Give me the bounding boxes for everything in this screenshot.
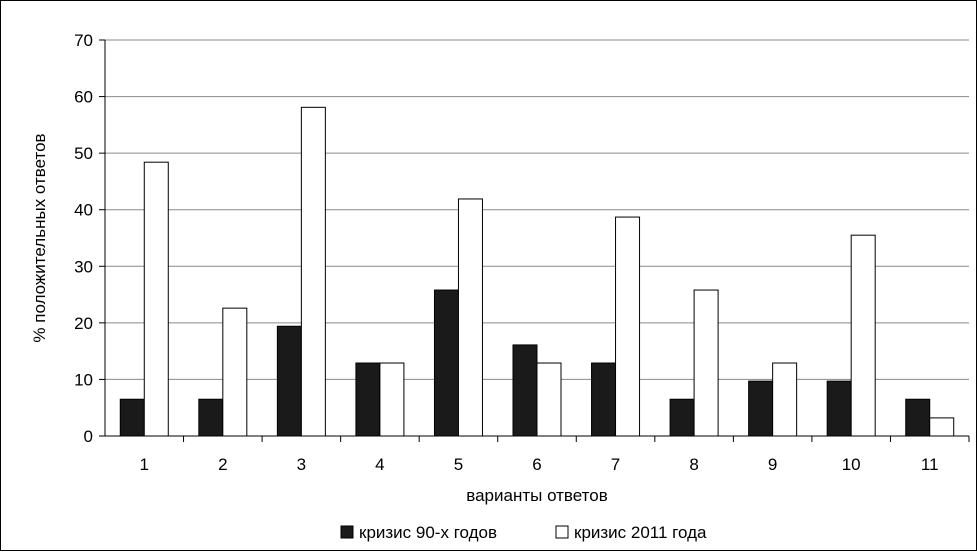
bar-series-1 [826,380,852,437]
x-tick-label: 10 [842,455,861,474]
bar-series-1 [905,398,931,437]
bar-series-1 [591,362,617,437]
legend: кризис 90-х годов кризис 2011 года [340,523,707,542]
bar-series-1 [512,344,538,437]
legend-swatch-series-1 [340,525,354,539]
bars [119,106,955,437]
bar-series-2 [379,362,405,437]
bar-series-2 [143,161,169,437]
bar-series-2 [222,307,248,437]
gridlines [105,39,969,380]
bar-series-2 [300,106,326,437]
bar-series-2 [536,362,562,437]
bar-series-1 [748,380,774,437]
x-tick-label: 7 [611,455,620,474]
y-tick-label: 0 [84,427,93,446]
x-axis-label: варианты ответов [466,486,608,505]
bar-series-2 [850,234,876,437]
bar-series-1 [669,398,695,437]
y-tick-label: 60 [74,88,93,107]
bar-series-1 [198,398,224,437]
y-tick-label: 70 [74,31,93,50]
legend-swatch-series-2 [555,525,569,539]
x-tick-label: 11 [921,455,939,474]
bar-series-1 [119,398,145,437]
bar-series-2 [693,289,719,437]
bar-series-1 [355,362,381,437]
x-axis-ticks: 1 2 3 4 5 6 7 8 9 10 11 [140,436,970,474]
y-tick-label: 10 [74,370,93,389]
bar-series-2 [615,216,641,437]
bar-series-2 [772,362,798,437]
legend-label-series-2: кризис 2011 года [574,523,707,542]
y-axis-label: % положительных ответов [30,133,49,342]
y-tick-label: 20 [74,314,93,333]
x-tick-label: 8 [689,455,698,474]
y-tick-label: 40 [74,201,93,220]
y-tick-label: 50 [74,144,93,163]
y-axis-ticks: 0 10 20 30 40 50 60 70 [74,31,105,446]
x-tick-label: 2 [218,455,227,474]
bar-series-1 [276,325,302,437]
legend-label-series-1: кризис 90-х годов [359,523,497,542]
x-tick-label: 1 [140,455,149,474]
x-tick-label: 9 [768,455,777,474]
x-tick-label: 5 [454,455,463,474]
x-tick-label: 3 [297,455,306,474]
bar-series-2 [457,198,483,437]
bar-series-1 [433,289,459,437]
bar-series-2 [929,417,955,437]
x-tick-label: 6 [532,455,541,474]
x-tick-label: 4 [375,455,384,474]
y-tick-label: 30 [74,257,93,276]
